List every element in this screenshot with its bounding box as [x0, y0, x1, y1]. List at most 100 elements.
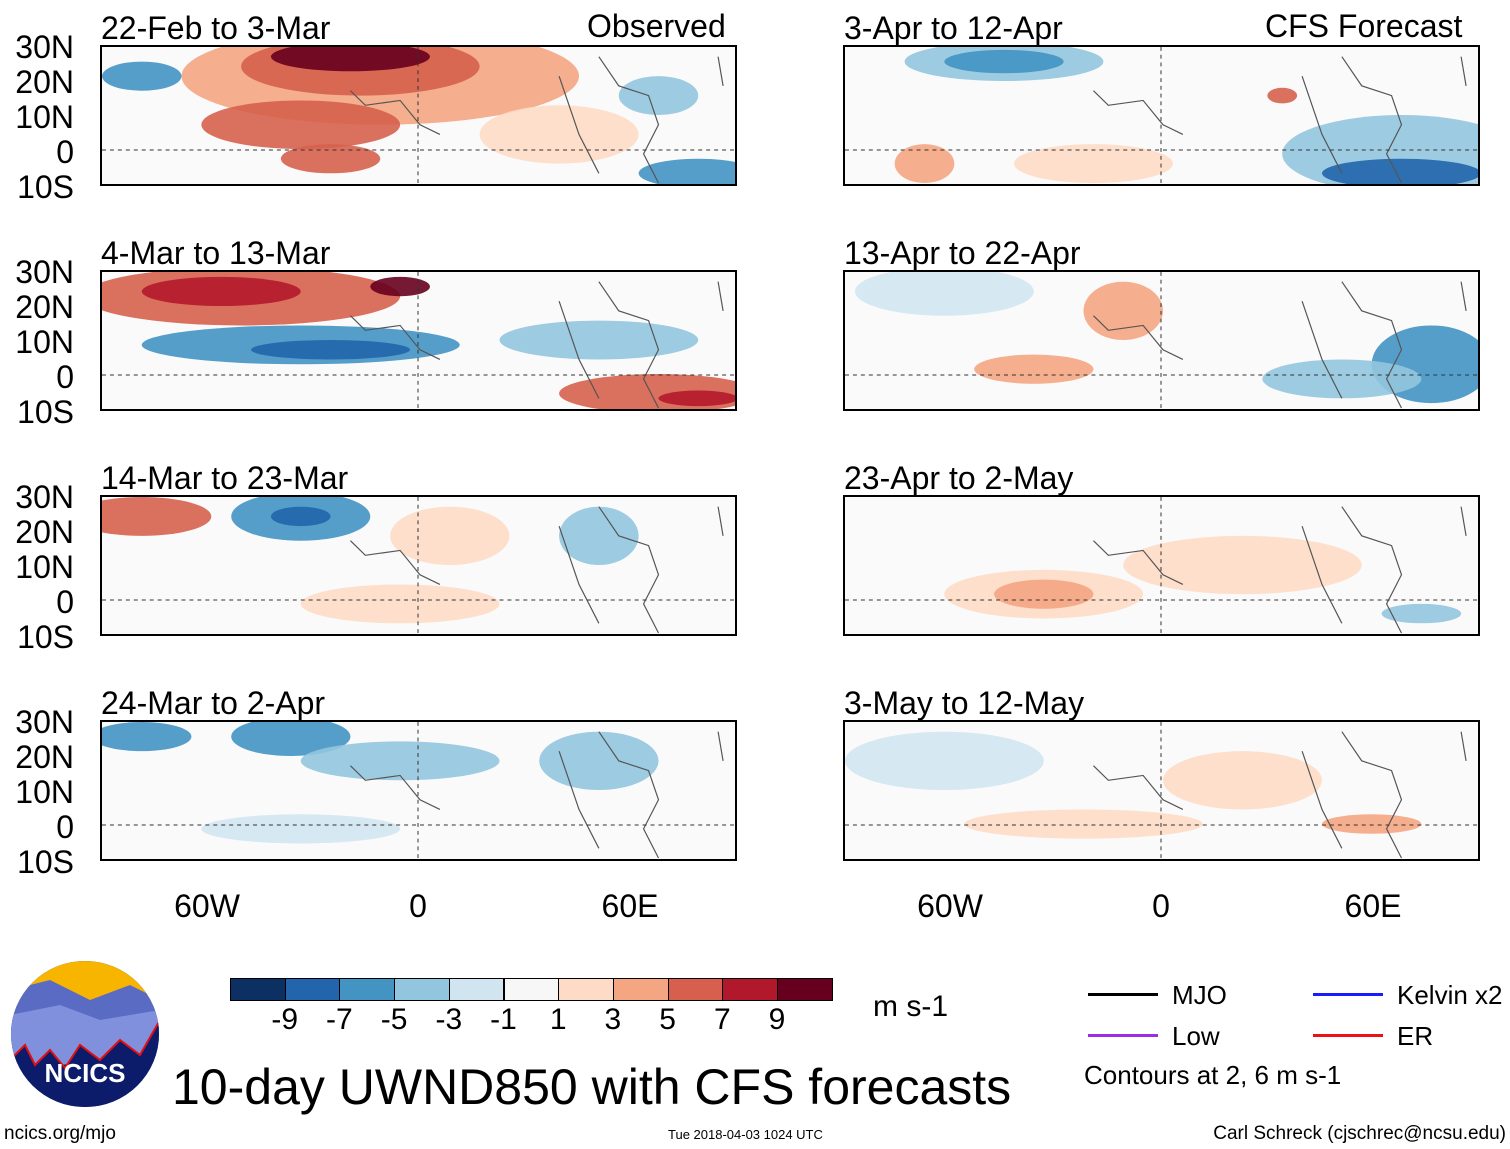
colorbar-label: 1 — [549, 1003, 567, 1036]
colorbar-swatch — [503, 978, 560, 1001]
ncics-logo: NCICS — [11, 961, 159, 1107]
colorbar-swatch — [448, 978, 505, 1001]
footer-author: Carl Schreck (cjschrec@ncsu.edu) — [1213, 1123, 1506, 1144]
anomaly-region — [300, 741, 500, 781]
colorbar-swatch — [230, 978, 286, 1001]
lat-tick-label: 0 — [56, 809, 74, 845]
colorbar-label: -5 — [380, 1003, 408, 1036]
anomaly-region — [390, 506, 510, 566]
colorbar-swatch — [722, 978, 778, 1001]
anomaly-region — [300, 584, 500, 624]
anomaly-region — [1162, 751, 1322, 810]
anomaly-region — [141, 276, 301, 307]
map-panel-left-1 — [100, 270, 737, 411]
map-panel-left-3 — [100, 720, 737, 861]
panel-title: 13-Apr to 22-Apr — [844, 235, 1081, 271]
map-panel-right-2 — [843, 495, 1480, 636]
panel-title: 3-Apr to 12-Apr — [844, 10, 1063, 46]
anomaly-region — [964, 809, 1203, 839]
panel-title: 3-May to 12-May — [844, 685, 1085, 721]
map-panel-right-0 — [843, 45, 1480, 186]
map-panel-left-2 — [100, 495, 737, 636]
lat-tick-label: 10N — [15, 549, 74, 585]
anomaly-region — [845, 731, 1044, 791]
legend-label: ER — [1397, 1021, 1434, 1051]
colorbar-label: 9 — [768, 1003, 786, 1036]
coastline — [1093, 731, 1467, 859]
legend-label: Low — [1172, 1021, 1220, 1051]
lat-tick-label: 0 — [56, 359, 74, 395]
coastline — [350, 56, 724, 184]
anomaly-region — [370, 276, 430, 297]
map-panel-right-1 — [843, 270, 1480, 411]
lat-tick-label: 30N — [15, 29, 74, 65]
anomaly-region — [102, 497, 212, 536]
anomaly-region — [1267, 87, 1298, 104]
legend-line — [1313, 1034, 1383, 1037]
lon-tick-label: 0 — [1152, 888, 1170, 924]
lat-tick-label: 30N — [15, 479, 74, 515]
anomaly-region — [102, 722, 192, 752]
lat-tick-label: 10S — [17, 394, 74, 430]
colorbar-label: -7 — [326, 1003, 353, 1036]
panel-title: 22-Feb to 3-Mar — [101, 10, 331, 46]
lat-tick-label: 10S — [17, 169, 74, 205]
anomaly-region — [1262, 359, 1422, 399]
map-panel-left-0 — [100, 45, 737, 186]
coastline — [1093, 281, 1467, 409]
lat-tick-label: 20N — [15, 514, 74, 550]
colorbar-units: m s-1 — [873, 990, 948, 1023]
logo-text: NCICS — [45, 1058, 126, 1088]
colorbar-swatch — [777, 978, 833, 1001]
anomaly-region — [231, 722, 351, 757]
legend-line — [1088, 1034, 1158, 1037]
anomaly-region — [894, 144, 955, 184]
colorbar-label: -9 — [271, 1003, 299, 1036]
legend-label: MJO — [1172, 980, 1227, 1010]
coastline — [350, 731, 724, 859]
colorbar-label: 5 — [659, 1003, 676, 1036]
anomaly-region — [618, 76, 699, 116]
lon-tick-label: 60E — [1344, 888, 1402, 924]
footer-url[interactable]: ncics.org/mjo — [4, 1123, 116, 1144]
anomaly-region — [974, 354, 1094, 384]
anomaly-region — [1083, 281, 1163, 341]
anomaly-region — [201, 814, 401, 844]
contour-note: Contours at 2, 6 m s-1 — [1084, 1060, 1342, 1090]
anomaly-region — [1322, 158, 1478, 184]
anomaly-region — [994, 579, 1094, 609]
lat-tick-label: 10N — [15, 324, 74, 360]
anomaly-region — [270, 506, 331, 527]
lat-tick-label: 30N — [15, 254, 74, 290]
anomaly-region — [1381, 603, 1462, 624]
coastline — [350, 506, 724, 634]
colorbar-swatch — [612, 978, 669, 1001]
lat-tick-label: 30N — [15, 704, 74, 740]
legend-line — [1088, 993, 1158, 996]
map-panel-right-3 — [843, 720, 1480, 861]
panel-title: 4-Mar to 13-Mar — [101, 235, 331, 271]
lon-tick-label: 60W — [917, 888, 983, 924]
anomaly-region — [1013, 144, 1173, 184]
colorbar-label: 3 — [604, 1003, 622, 1036]
forecast-header: CFS Forecast — [1265, 8, 1463, 44]
anomaly-region — [1123, 535, 1362, 595]
coastline — [350, 281, 724, 409]
anomaly-region — [251, 340, 411, 360]
colorbar-label: 7 — [713, 1003, 731, 1036]
anomaly-region — [201, 100, 401, 150]
coastline — [1093, 506, 1467, 634]
legend-label: Kelvin x2 — [1397, 980, 1503, 1010]
panel-title: 14-Mar to 23-Mar — [101, 460, 349, 496]
colorbar-label: -3 — [435, 1003, 463, 1036]
colorbar-swatch — [339, 978, 396, 1001]
lat-tick-label: 20N — [15, 64, 74, 100]
anomaly-region — [102, 61, 182, 91]
legend-line — [1313, 993, 1383, 996]
anomaly-region — [638, 158, 735, 184]
lon-tick-label: 0 — [409, 888, 427, 924]
observed-header: Observed — [587, 8, 726, 44]
anomaly-region — [944, 49, 1064, 74]
anomaly-region — [559, 506, 639, 566]
